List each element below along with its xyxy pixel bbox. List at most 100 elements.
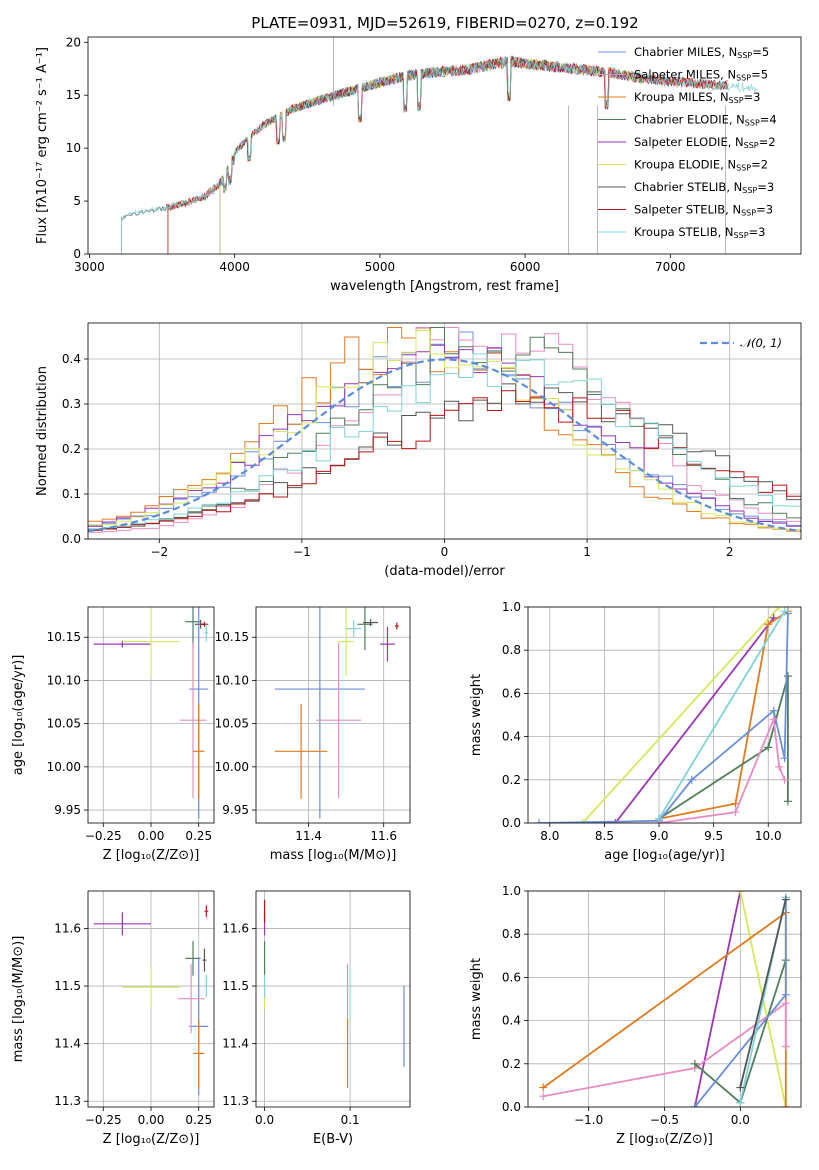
- axes-frame: [87, 322, 802, 540]
- plot-area-age-vs-mass: [274, 607, 399, 819]
- x-axis-label: (data-model)/error: [384, 564, 505, 579]
- y-tick-label: 1.0: [502, 884, 521, 898]
- errorbar-point-chabrier_elodie: [357, 607, 373, 651]
- axes-frame: [87, 36, 802, 255]
- x-tick-label: 8.0: [540, 829, 559, 843]
- errorbar-point-salpeter_miles: [316, 642, 362, 798]
- weight-line: [543, 1001, 787, 1098]
- histogram-kroupa_stelib: [88, 353, 801, 530]
- x-axis-label: E(B-V): [313, 1132, 353, 1147]
- legend-entry: Kroupa ELODIE, NSSP=2: [598, 158, 768, 173]
- y-tick-label: 10.05: [215, 717, 249, 731]
- x-axis-label: Z [log₁₀(Z/Z⊙)]: [616, 1132, 713, 1147]
- y-tick-label: 10.05: [47, 717, 81, 731]
- y-tick-label: 11.5: [54, 979, 81, 993]
- spectrum-line-kroupa_elodie: [219, 57, 642, 254]
- legend-entry: Kroupa MILES, NSSP=3: [598, 90, 760, 105]
- histogram-chabrier_elodie: [88, 327, 801, 531]
- legend-entry: Salpeter STELIB, NSSP=3: [598, 203, 773, 218]
- weight-marker: [769, 706, 778, 715]
- x-tick-label: 11.6: [370, 829, 397, 843]
- x-tick-label: −1: [293, 545, 311, 559]
- plot-area-mass-vs-Z: [93, 905, 209, 1096]
- weight-line: [739, 899, 787, 1088]
- spectrum-line-chabrier_elodie: [219, 56, 642, 254]
- x-tick-label: −2: [150, 545, 168, 559]
- panel-age-vs-mass: 11.4 11.6 9.95 10.00 10.05 10.10 10.15 mass [lo…: [215, 606, 411, 863]
- x-tick-label: 8.5: [595, 829, 614, 843]
- weight-marker: [687, 775, 696, 784]
- errorbar-point-salpeter_stelib: [394, 622, 399, 630]
- weight-series-kroupa_stelib: [655, 607, 789, 823]
- y-tick-label: 0.2: [502, 773, 521, 787]
- x-tick-label: 11.4: [295, 829, 322, 843]
- panel-weight-vs-age: 8.0 8.5 9.0 9.5 10.0 0.0 0.2 0.4 0.6 0.8 1.0 age [l…: [469, 600, 802, 863]
- y-tick-label: 0.4: [502, 1014, 521, 1028]
- y-tick-label: 15: [66, 88, 81, 102]
- errorbar-point-chabrier_elodie: [185, 941, 201, 976]
- y-tick-label: 0.2: [62, 442, 81, 456]
- y-tick-label: 0.0: [62, 532, 81, 546]
- weight-marker: [780, 775, 789, 784]
- legend-label: Kroupa ELODIE, NSSP=2: [634, 158, 768, 173]
- x-tick-label: 2: [726, 545, 734, 559]
- y-tick-label: 9.95: [54, 803, 81, 817]
- x-tick-label: 7000: [655, 260, 686, 274]
- errorbar-point-kroupa_miles: [193, 1018, 205, 1088]
- errorbar-point-kroupa_stelib: [346, 619, 362, 638]
- y-tick-label: 11.4: [222, 1037, 249, 1051]
- x-tick-label: −1.0: [574, 1113, 603, 1127]
- x-tick-label: 0.00: [138, 1113, 165, 1127]
- x-tick-label: 1: [583, 545, 591, 559]
- y-tick-label: 11.6: [54, 921, 81, 935]
- weight-marker: [769, 715, 778, 724]
- x-axis-label: Z [log₁₀(Z/Z⊙)]: [103, 1132, 200, 1147]
- y-tick-label: 0.4: [502, 730, 521, 744]
- weight-series-salpeter_elodie: [690, 891, 745, 1107]
- histogram-salpeter_stelib: [88, 390, 801, 531]
- legend-label: Salpeter MILES, NSSP=5: [634, 68, 768, 83]
- panel-mass-vs-EBV: 0.0 0.1 11.3 11.4 11.5 11.6 E(B-V): [222, 890, 411, 1147]
- y-axis-label: age [log₁₀(age/yr)]: [11, 655, 26, 776]
- histogram-salpeter_elodie: [88, 344, 801, 527]
- weight-marker: [539, 1083, 548, 1092]
- histogram-chabrier_stelib: [88, 383, 801, 531]
- y-tick-label: 10.10: [215, 673, 249, 687]
- weight-marker: [775, 607, 784, 611]
- errorbar-point-salpeter_stelib: [204, 905, 209, 917]
- y-tick-label: 11.5: [222, 979, 249, 993]
- y-tick-label: 5: [73, 194, 81, 208]
- errorbar-point-chabrier_stelib: [363, 619, 379, 627]
- weight-marker: [780, 607, 789, 616]
- errorbar-point-kroupa_miles: [274, 703, 328, 799]
- weight-line: [658, 675, 789, 820]
- y-tick-label: 0.0: [502, 816, 521, 830]
- errorbar-point-salpeter_elodie: [379, 626, 395, 662]
- errorbar-point-kroupa_elodie: [122, 607, 180, 677]
- weight-marker: [611, 819, 620, 823]
- y-tick-label: 0.0: [502, 1100, 521, 1114]
- weight-line: [614, 617, 775, 823]
- x-tick-label: −0.5: [650, 1113, 679, 1127]
- x-tick-label: 0.25: [185, 829, 212, 843]
- plot-area-mass-vs-EBV: [263, 899, 405, 1088]
- y-tick-label: 0.8: [502, 927, 521, 941]
- weight-marker: [783, 672, 792, 681]
- legend-entry: Chabrier MILES, NSSP=5: [598, 45, 769, 60]
- weight-marker: [781, 999, 790, 1008]
- legend-entry: 𝒩(0, 1): [700, 336, 782, 350]
- weight-marker: [736, 1098, 745, 1107]
- errorbar-point-chabrier_stelib: [202, 948, 207, 972]
- errorbar-point-salpeter_elodie: [93, 912, 151, 936]
- axes-frame: [255, 890, 411, 1108]
- weight-marker: [781, 1103, 790, 1107]
- x-tick-label: 10.0: [755, 829, 782, 843]
- normal-curve: [88, 358, 801, 533]
- errorbar-point-chabrier_miles: [274, 607, 365, 819]
- y-axis-label: mass weight: [469, 958, 484, 1040]
- x-tick-label: 0.0: [731, 1113, 750, 1127]
- x-tick-label: −0.25: [85, 829, 122, 843]
- x-tick-label: 9.5: [704, 829, 723, 843]
- errorbar-point-salpeter_stelib: [200, 621, 209, 627]
